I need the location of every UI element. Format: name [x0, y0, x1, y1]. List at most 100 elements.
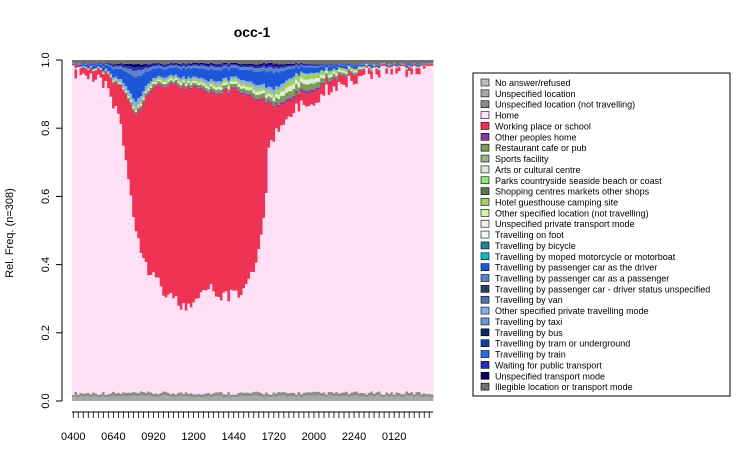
area-segment	[202, 65, 206, 69]
area-segment	[244, 395, 248, 401]
legend-label: Other specified location (not travelling…	[495, 208, 649, 218]
area-segment	[350, 67, 354, 69]
area-segment	[335, 71, 339, 74]
legend-label: Unspecified location	[495, 89, 576, 99]
area-segment	[124, 392, 128, 397]
area-segment	[74, 65, 78, 66]
area-segment	[222, 90, 226, 293]
area-segment	[174, 79, 178, 83]
area-segment	[382, 397, 386, 401]
area-segment	[97, 68, 100, 75]
area-segment	[84, 393, 88, 397]
area-segment	[320, 71, 324, 75]
area-segment	[229, 81, 233, 84]
area-segment	[202, 290, 206, 395]
area-segment	[174, 63, 178, 65]
area-segment	[239, 65, 243, 68]
area-segment	[427, 64, 431, 66]
area-segment	[375, 67, 379, 69]
area-segment	[227, 70, 231, 81]
area-segment	[99, 67, 103, 69]
area-segment	[430, 397, 434, 401]
area-segment	[247, 81, 251, 85]
area-segment	[340, 396, 344, 401]
area-segment	[187, 81, 191, 83]
area-segment	[285, 83, 288, 89]
area-segment	[262, 66, 266, 71]
legend-swatch	[480, 339, 490, 347]
area-segment	[159, 396, 163, 401]
area-segment	[272, 60, 276, 65]
area-segment	[219, 95, 223, 301]
area-segment	[430, 394, 434, 398]
area-segment	[270, 71, 273, 88]
area-segment	[147, 64, 151, 67]
area-segment	[280, 60, 283, 65]
area-segment	[89, 396, 93, 401]
area-segment	[122, 60, 126, 65]
area-segment	[307, 67, 311, 74]
area-segment	[247, 90, 251, 95]
area-segment	[275, 60, 278, 64]
area-segment	[179, 309, 183, 393]
area-segment	[297, 87, 301, 95]
area-segment	[107, 64, 111, 66]
area-segment	[177, 79, 181, 82]
area-segment	[147, 71, 151, 84]
area-segment	[315, 395, 319, 401]
area-segment	[139, 391, 143, 396]
area-segment	[132, 104, 136, 107]
area-segment	[157, 64, 161, 66]
area-segment	[377, 70, 381, 78]
area-segment	[260, 99, 263, 235]
area-segment	[112, 395, 116, 401]
area-segment	[360, 64, 364, 67]
area-segment	[355, 66, 359, 69]
area-segment	[239, 295, 243, 393]
area-segment	[219, 84, 223, 88]
area-segment	[297, 392, 301, 396]
area-segment	[415, 395, 419, 401]
area-segment	[270, 67, 273, 72]
area-segment	[229, 88, 233, 290]
area-segment	[202, 63, 206, 65]
area-segment	[159, 66, 163, 69]
area-segment	[149, 274, 153, 393]
area-segment	[420, 394, 424, 397]
legend-swatch	[480, 328, 490, 337]
legend-swatch	[480, 285, 490, 293]
area-segment	[367, 66, 371, 68]
area-segment	[124, 67, 128, 72]
area-segment	[222, 65, 226, 69]
area-segment	[139, 108, 143, 110]
area-segment	[249, 84, 253, 88]
area-segment	[164, 79, 168, 82]
area-segment	[292, 392, 296, 397]
area-segment	[347, 71, 351, 76]
area-segment	[177, 305, 181, 393]
area-segment	[352, 395, 356, 401]
area-segment	[295, 394, 299, 398]
area-segment	[87, 396, 90, 401]
area-segment	[325, 60, 329, 63]
area-segment	[179, 88, 183, 90]
area-segment	[102, 64, 105, 66]
area-segment	[132, 111, 136, 113]
area-segment	[234, 64, 238, 66]
area-segment	[247, 65, 251, 68]
area-segment	[300, 77, 304, 83]
area-segment	[239, 64, 243, 66]
area-segment	[119, 124, 123, 394]
area-segment	[129, 396, 133, 401]
area-segment	[137, 110, 141, 239]
area-segment	[129, 105, 133, 196]
area-segment	[207, 89, 211, 93]
area-segment	[134, 109, 138, 112]
area-segment	[207, 87, 211, 90]
area-segment	[427, 60, 431, 64]
area-segment	[177, 68, 181, 78]
area-segment	[142, 392, 146, 396]
area-segment	[310, 64, 314, 66]
area-segment	[330, 70, 334, 72]
area-segment	[107, 72, 111, 73]
